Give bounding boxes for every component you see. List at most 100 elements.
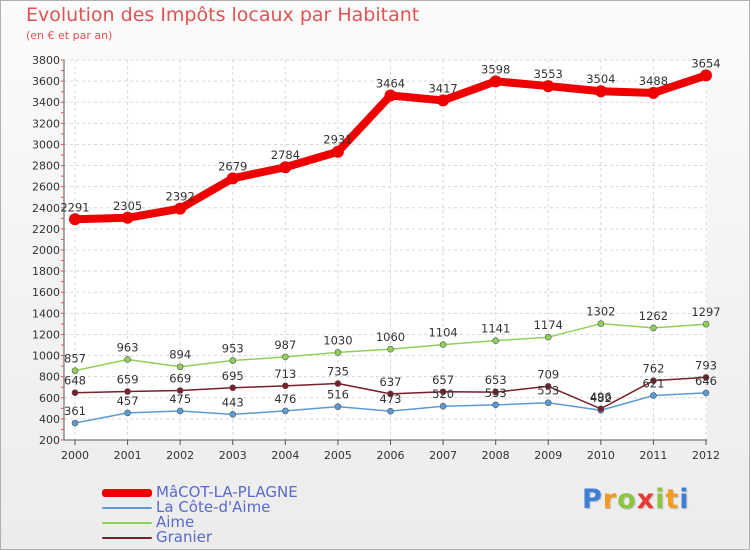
legend-label: Granier — [156, 528, 213, 546]
data-label: 963 — [117, 340, 139, 354]
data-label: 646 — [695, 374, 717, 388]
x-tick-label: 2003 — [219, 449, 247, 462]
data-label: 3504 — [586, 72, 615, 86]
data-point — [71, 419, 79, 427]
x-tick-label: 2012 — [692, 449, 720, 462]
label-layer: 2291 2305 2392 2679 2784 2931 3464 3417 3598 3553… — [60, 56, 720, 418]
data-label: 3553 — [534, 67, 563, 81]
data-label: 653 — [485, 373, 507, 387]
data-label: 1104 — [428, 326, 457, 340]
data-point — [597, 405, 605, 413]
data-point — [387, 345, 394, 353]
data-label: 3488 — [639, 74, 668, 88]
data-label: 473 — [380, 392, 402, 406]
data-label: 2679 — [218, 159, 247, 173]
grid-layer — [64, 59, 707, 441]
axis-layer: 200 400 600 800 1000 1200 1400 1600 1800 2000 2200… — [32, 54, 720, 462]
series-layer — [69, 69, 712, 427]
data-point — [226, 172, 239, 185]
data-label: 987 — [274, 338, 296, 352]
data-label: 457 — [117, 394, 139, 408]
x-tick-label: 2006 — [377, 449, 405, 462]
data-label: 3598 — [481, 62, 510, 76]
data-label: 1141 — [481, 322, 510, 336]
x-tick-label: 2011 — [639, 449, 667, 462]
data-label: 669 — [169, 371, 191, 385]
data-point — [492, 401, 499, 409]
data-point — [702, 389, 710, 397]
data-label: 735 — [327, 365, 349, 379]
data-label: 520 — [432, 387, 454, 401]
logo-letter: r — [602, 484, 618, 515]
logo-letter: i — [655, 484, 666, 515]
y-tick-label: 3000 — [32, 138, 60, 151]
data-label: 2784 — [271, 148, 300, 162]
x-tick-label: 2004 — [271, 449, 299, 462]
data-label: 1262 — [639, 309, 668, 323]
x-tick-label: 2000 — [61, 449, 89, 462]
data-label: 793 — [695, 358, 717, 372]
data-label: 713 — [274, 367, 296, 381]
legend-item-la-cote-d-aime[interactable]: La Côte-d'Aime — [102, 500, 298, 515]
y-tick-label: 1200 — [32, 328, 60, 341]
y-tick-label: 3600 — [32, 75, 60, 88]
data-point — [229, 357, 237, 364]
data-label: 2392 — [166, 190, 195, 204]
data-label: 482 — [590, 391, 612, 405]
legend-item-aime[interactable]: Aime — [102, 515, 298, 530]
data-label: 496 — [590, 390, 612, 404]
legend-swatch-la-cote-d-aime — [102, 506, 152, 509]
data-point — [647, 86, 660, 99]
y-tick-label: 200 — [39, 434, 60, 447]
logo-letter: o — [617, 484, 637, 515]
data-point — [544, 382, 552, 390]
data-point — [282, 353, 289, 361]
data-point — [702, 374, 710, 381]
data-label: 516 — [327, 388, 349, 402]
y-tick-label: 3800 — [32, 54, 60, 67]
data-point — [542, 80, 555, 93]
data-label: 553 — [537, 384, 559, 398]
data-point — [650, 392, 657, 399]
data-point — [176, 407, 184, 415]
y-tick-label: 600 — [39, 392, 60, 405]
x-tick-label: 2002 — [166, 449, 194, 462]
data-label: 1060 — [376, 330, 405, 344]
legend-item-macot-la-plagne[interactable]: MâCOT-LA-PLAGNE — [102, 485, 298, 500]
data-point — [439, 341, 447, 348]
data-label: 894 — [169, 348, 191, 362]
proxiti-logo: Proxiti — [582, 484, 690, 515]
legend-swatch-macot-la-plagne — [102, 488, 152, 497]
logo-letter: P — [582, 484, 603, 515]
data-point — [176, 363, 184, 371]
data-label: 695 — [222, 369, 244, 383]
x-tick-label: 2005 — [324, 449, 352, 462]
data-point — [71, 367, 79, 374]
data-point — [331, 145, 344, 158]
legend-label: MâCOT-LA-PLAGNE — [156, 483, 298, 501]
data-point — [334, 349, 342, 356]
data-point — [544, 399, 552, 407]
legend-swatch-aime — [102, 521, 152, 524]
data-label: 857 — [64, 352, 86, 366]
data-label: 1297 — [691, 305, 720, 319]
data-point — [174, 202, 187, 215]
x-tick-label: 2001 — [114, 449, 142, 462]
data-label: 3654 — [691, 56, 720, 70]
legend-label: Aime — [156, 513, 195, 531]
x-tick-label: 2007 — [429, 449, 457, 462]
y-tick-label: 1000 — [32, 350, 60, 363]
data-point — [650, 377, 657, 384]
legend-swatch-granier — [102, 536, 152, 539]
data-point — [229, 411, 237, 418]
data-point — [594, 85, 607, 98]
data-point — [492, 337, 499, 344]
y-tick-label: 1400 — [32, 307, 60, 320]
data-point — [439, 402, 447, 410]
data-label: 361 — [64, 404, 86, 418]
legend-item-granier[interactable]: Granier — [102, 530, 298, 545]
y-tick-label: 1600 — [32, 286, 60, 299]
data-label: 762 — [642, 362, 664, 376]
data-label: 659 — [117, 373, 139, 387]
data-point — [334, 403, 342, 410]
